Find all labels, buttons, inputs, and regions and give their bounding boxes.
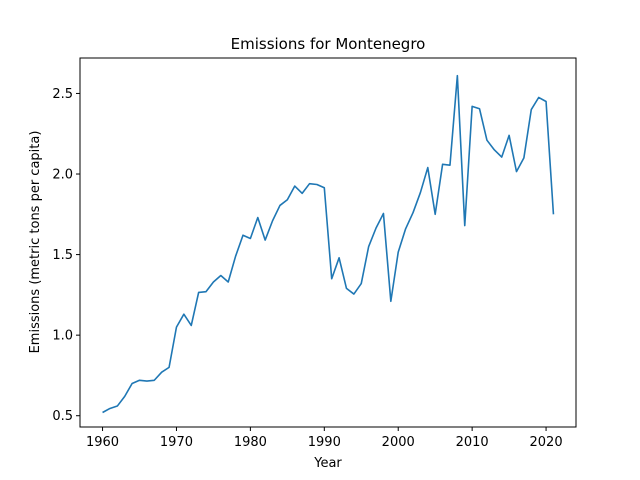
x-axis-title: Year	[313, 456, 342, 471]
x-tick-label: 1960	[86, 435, 119, 450]
x-tick-label: 2020	[530, 435, 563, 450]
plot-area: 1960 1970 1980 1990 2000 2010 2020 0.5 1.0 1.5 2.0…	[52, 57, 577, 450]
y-tick-label: 2.5	[52, 87, 73, 102]
axes-frame	[79, 57, 577, 428]
series-line	[102, 74, 555, 414]
chart-title: Emissions for Montenegro	[231, 35, 426, 53]
x-tick-label: 1980	[234, 435, 267, 450]
y-tick-label: 1.0	[52, 329, 73, 344]
y-axis-title: Emissions (metric tons per capita)	[28, 131, 43, 354]
y-tick-label: 0.5	[52, 409, 73, 424]
x-tick-label: 2000	[382, 435, 415, 450]
x-tick-label: 1970	[160, 435, 193, 450]
x-tick-label: 2010	[456, 435, 489, 450]
x-tick-label: 1990	[308, 435, 341, 450]
y-tick-label: 1.5	[52, 248, 73, 263]
y-tick-label: 2.0	[52, 168, 73, 183]
